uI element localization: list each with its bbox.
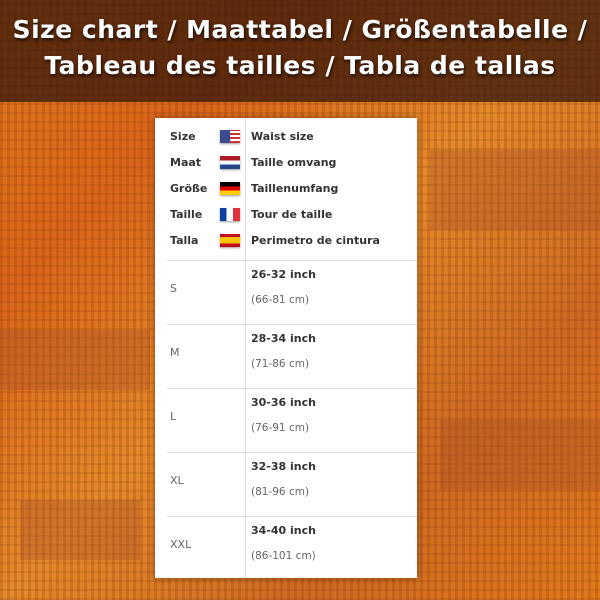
divider [167,516,417,517]
language-label: Taille [170,207,203,221]
table-row: XL 32-38 inch (81-96 cm) [155,452,417,516]
pattern-patch [440,420,600,490]
language-value: Waist size [251,129,314,143]
france-flag-icon [220,207,240,221]
language-row: Size Waist size [170,128,314,144]
spain-flag-icon [220,233,240,247]
language-value: Taille omvang [251,155,337,169]
size-inch: 30-36 inch [251,396,316,409]
language-label: Talla [170,233,199,247]
netherlands-flag-icon [220,155,240,169]
language-row: Maat Taille omvang [170,154,336,170]
size-inch: 34-40 inch [251,524,316,537]
language-label: Size [170,129,196,143]
divider [167,260,417,261]
pattern-patch [0,330,150,390]
language-row: Taille Tour de taille [170,206,332,222]
size-chart-table: Size Waist size Maat Taille omvang Größe… [155,118,417,578]
size-cm: (81-96 cm) [251,486,310,498]
table-row: XXL 34-40 inch (86-101 cm) [155,516,417,580]
table-row: S 26-32 inch (66-81 cm) [155,260,417,324]
language-label: Maat [170,155,202,169]
title-line-2: Tableau des tailles / Tabla de tallas [44,51,556,80]
title-banner: Size chart / Maattabel / Größentabelle /… [0,0,600,102]
language-row: Talla Perimetro de cintura [170,232,380,248]
size-label: XXL [170,538,192,551]
pattern-patch [20,500,140,560]
size-inch: 28-34 inch [251,332,316,345]
divider [167,388,417,389]
size-label: M [170,346,180,359]
germany-flag-icon [220,181,240,195]
table-row: L 30-36 inch (76-91 cm) [155,388,417,452]
divider [167,324,417,325]
size-cm: (66-81 cm) [251,294,310,306]
language-row: Größe Taillenumfang [170,180,338,196]
language-value: Perimetro de cintura [251,233,380,247]
language-value: Taillenumfang [251,181,339,195]
size-label: S [170,282,177,295]
language-value: Tour de taille [251,207,333,221]
column-divider [245,118,246,578]
size-cm: (86-101 cm) [251,550,316,562]
language-label: Größe [170,181,208,195]
size-label: L [170,410,177,423]
pattern-patch [430,150,600,230]
size-cm: (76-91 cm) [251,422,310,434]
size-label: XL [170,474,184,487]
size-inch: 32-38 inch [251,460,316,473]
uk-us-flag-icon [220,129,240,143]
size-cm: (71-86 cm) [251,358,310,370]
table-row: M 28-34 inch (71-86 cm) [155,324,417,388]
size-inch: 26-32 inch [251,268,316,281]
title-line-1: Size chart / Maattabel / Größentabelle / [12,15,588,44]
divider [167,452,417,453]
